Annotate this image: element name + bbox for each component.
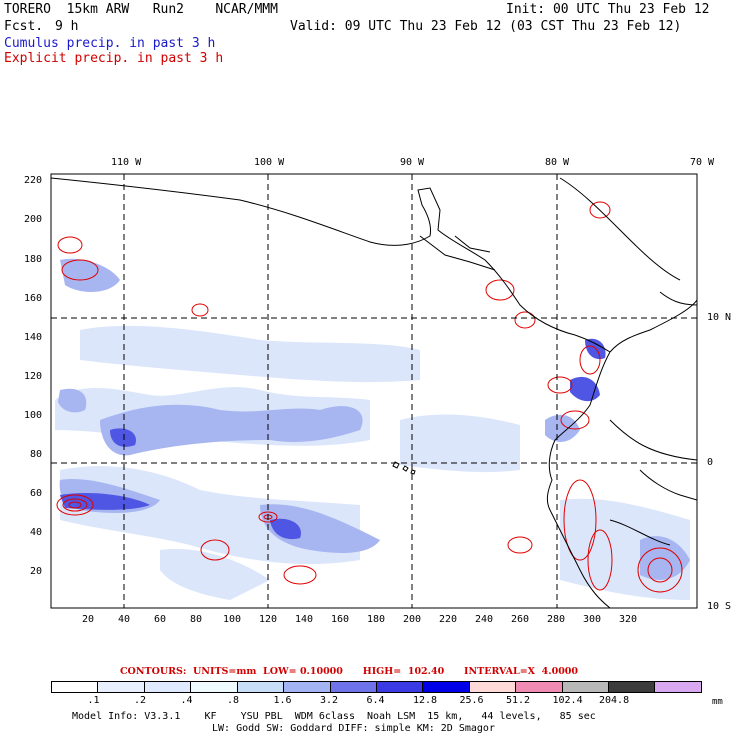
- colorbar-label: .1: [87, 695, 100, 706]
- lat-label-10n: 10 N: [707, 312, 732, 323]
- x-tick: 300: [583, 614, 602, 625]
- colorbar-swatch: [654, 682, 701, 692]
- lon-label-80w: 80 W: [545, 157, 570, 168]
- y-tick: 200: [24, 214, 43, 225]
- colorbar-swatch: [283, 682, 330, 692]
- colorbar-label: 3.2: [320, 695, 339, 706]
- plot-frame: [50, 173, 698, 609]
- colorbar-labels: .1 .2 .4 .8 1.6 3.2 6.4 12.8 25.6 51.2 102.4 204.8: [51, 695, 702, 707]
- colorbar-label: 1.6: [273, 695, 292, 706]
- colorbar-label: 25.6: [459, 695, 484, 706]
- x-tick: 220: [439, 614, 458, 625]
- colorbar-label: .2: [134, 695, 147, 706]
- x-tick: 120: [259, 614, 278, 625]
- lat-label-10s: 10 S: [707, 601, 732, 612]
- x-tick: 40: [118, 614, 131, 625]
- y-tick: 120: [24, 371, 43, 382]
- colorbar-label: 51.2: [506, 695, 531, 706]
- x-tick: 60: [154, 614, 167, 625]
- x-tick: 140: [295, 614, 314, 625]
- colorbar-swatch: [97, 682, 144, 692]
- lon-label-70w: 70 W: [690, 157, 715, 168]
- explicit-legend-line: Explicit precip. in past 3 h: [4, 51, 224, 66]
- x-tick: 180: [367, 614, 386, 625]
- lon-label-110w: 110 W: [111, 157, 142, 168]
- y-tick: 100: [24, 410, 43, 421]
- colorbar-label: 204.8: [599, 695, 630, 706]
- lon-label-90w: 90 W: [400, 157, 425, 168]
- colorbar-label: 102.4: [552, 695, 583, 706]
- colorbar-label: 12.8: [413, 695, 438, 706]
- colorbar-swatch: [515, 682, 562, 692]
- cumulus-legend-line: Cumulus precip. in past 3 h: [4, 36, 216, 51]
- coastlines: [51, 177, 697, 608]
- lon-label-100w: 100 W: [254, 157, 285, 168]
- x-tick: 240: [475, 614, 494, 625]
- colorbar-swatch: [561, 682, 609, 692]
- contours-info: CONTOURS: UNITS=mm LOW= 0.10000 HIGH= 10…: [120, 666, 579, 677]
- colorbar-swatch: [190, 682, 237, 692]
- heavy-precip-areas: [60, 338, 606, 540]
- colorbar-unit: mm: [712, 697, 723, 707]
- y-tick: 40: [30, 527, 43, 538]
- colorbar-swatch: [143, 682, 191, 692]
- y-tick: 140: [24, 332, 43, 343]
- colorbar-swatch: [375, 682, 423, 692]
- y-tick: 60: [30, 488, 43, 499]
- colorbar-label: .8: [227, 695, 240, 706]
- colorbar-swatch: [422, 682, 469, 692]
- x-tick: 20: [82, 614, 95, 625]
- forecast-label: Fcst.: [4, 19, 44, 34]
- y-tick: 160: [24, 293, 43, 304]
- explicit-precip-contours: [56, 201, 683, 593]
- graticule: [51, 174, 697, 608]
- valid-time: Valid: 09 UTC Thu 23 Feb 12 (03 CST Thu …: [290, 19, 682, 34]
- x-tick: 200: [403, 614, 422, 625]
- x-tick: 160: [331, 614, 350, 625]
- colorbar-swatch: [329, 682, 376, 692]
- model-title: TORERO 15km ARW Run2 NCAR/MMM: [4, 2, 278, 17]
- y-tick: 20: [30, 566, 43, 577]
- lat-label-0: 0: [707, 457, 714, 468]
- x-tick: 80: [190, 614, 203, 625]
- colorbar-label: .4: [180, 695, 193, 706]
- x-tick: 100: [223, 614, 242, 625]
- colorbar-swatch: [236, 682, 284, 692]
- x-tick: 260: [511, 614, 530, 625]
- x-tick: 320: [619, 614, 638, 625]
- physics-info: LW: Godd SW: Goddard DIFF: simple KM: 2D…: [212, 723, 495, 734]
- y-tick: 80: [30, 449, 43, 460]
- model-info: Model Info: V3.3.1 KF YSU PBL WDM 6class…: [72, 711, 596, 722]
- precip-field: [55, 201, 690, 600]
- colorbar-swatch: [52, 682, 98, 692]
- x-tick: 280: [547, 614, 566, 625]
- y-tick: 180: [24, 254, 43, 265]
- colorbar-swatch: [608, 682, 655, 692]
- colorbar-swatch: [468, 682, 516, 692]
- init-time: Init: 00 UTC Thu 23 Feb 12: [506, 2, 710, 17]
- forecast-hour: 9 h: [55, 19, 79, 34]
- y-tick: 220: [24, 175, 43, 186]
- colorbar: [51, 681, 702, 693]
- colorbar-label: 6.4: [366, 695, 385, 706]
